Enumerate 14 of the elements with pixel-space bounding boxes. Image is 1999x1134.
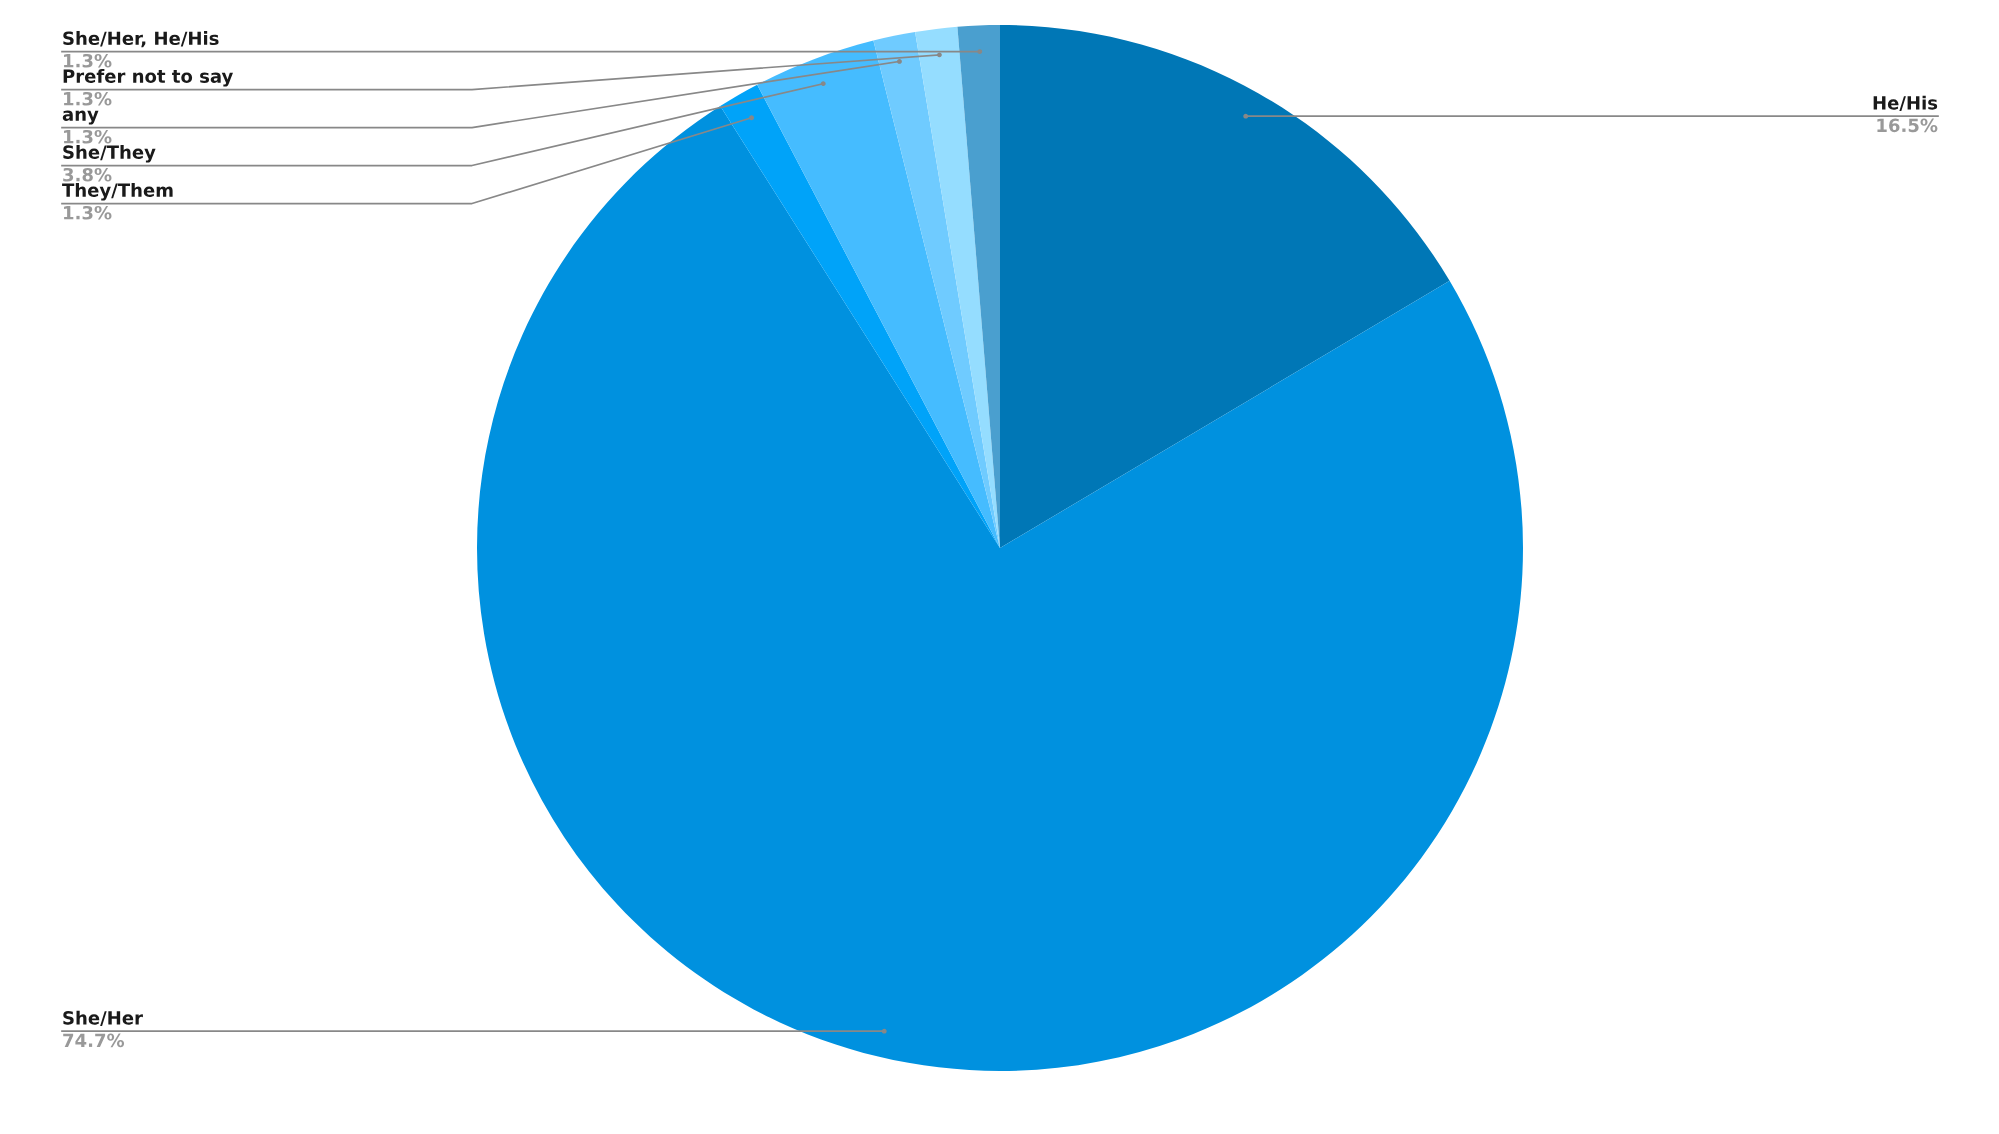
data-label: 3.8%: [63, 167, 112, 182]
data-label: 74.7%: [63, 1033, 125, 1048]
data-label: 1.3%: [64, 91, 112, 106]
slice-label: She/Her, He/His: [63, 31, 219, 48]
data-label: 1.3%: [64, 129, 112, 144]
slice-label: He/His: [1873, 95, 1938, 112]
slice-label: any: [62, 110, 99, 125]
data-label: 16.5%: [1877, 118, 1938, 133]
slice-label: Prefer not to say: [63, 68, 233, 87]
slice-label: She/They: [63, 144, 156, 163]
data-label: 1.3%: [64, 53, 112, 68]
slice-label: They/Them: [62, 182, 173, 201]
slice-label: She/Her: [63, 1010, 143, 1027]
data-label: 1.3%: [64, 205, 112, 220]
